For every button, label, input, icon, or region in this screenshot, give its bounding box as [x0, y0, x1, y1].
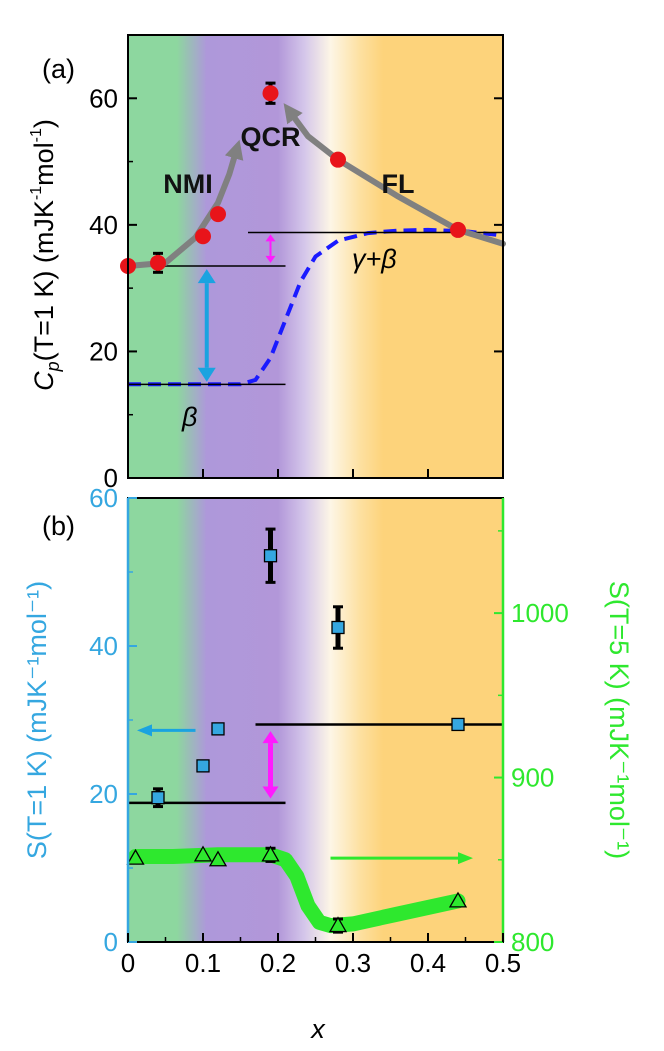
- cyan-double-arrow-head-top: [197, 269, 216, 284]
- b-right-ytick-label: 800: [511, 927, 554, 957]
- region-label-fl: FL: [382, 169, 415, 199]
- a-ytick-label: 40: [89, 210, 118, 240]
- panel-a-label: (a): [42, 54, 75, 84]
- s5k-triangle-point: [193, 845, 213, 862]
- panel-b-right-ylabel: S(T=5 K) (mJK⁻¹mol⁻¹): [604, 581, 634, 859]
- panel-b-label: (b): [42, 511, 75, 541]
- x-tick-label: 0.3: [335, 948, 371, 978]
- b-left-ytick-label: 40: [89, 631, 118, 661]
- cp-data-point: [210, 206, 226, 223]
- s1k-square-point: [331, 620, 345, 635]
- s5k-triangle-point: [208, 850, 228, 867]
- right-ylabel-text: S(T=5 K) (mJK⁻¹mol⁻¹): [604, 581, 634, 859]
- x-tick-label: 0.4: [410, 948, 446, 978]
- b-left-ytick-label: 0: [104, 927, 118, 957]
- b-left-ytick-label: 60: [89, 483, 118, 513]
- cyan-double-arrow-head-bottom: [197, 367, 216, 382]
- cp-data-point: [450, 221, 466, 238]
- s1k-square-point: [196, 759, 210, 773]
- x-tick-label: 0: [121, 948, 135, 978]
- panel-a-ylabel: Cp(T=1 K) (mJK-1mol-1): [28, 119, 63, 391]
- s5k-triangle-point: [261, 845, 280, 862]
- region-label-nmi: NMI: [163, 169, 213, 199]
- b-right-ytick-label: 1000: [511, 598, 569, 628]
- s1k-square-point: [451, 717, 465, 732]
- a-ytick-label: 60: [89, 83, 118, 113]
- right-axis-arrowhead: [458, 852, 473, 865]
- left-ylabel-text: S(T=1 K) (mJK⁻¹mol⁻¹): [22, 581, 52, 859]
- cp-data-point: [150, 254, 166, 271]
- x-tick-label: 0.2: [260, 948, 296, 978]
- cp-data-point: [330, 151, 346, 168]
- panel-b-background: [128, 498, 503, 942]
- gamma-beta-label: γ+β: [352, 244, 397, 274]
- x-tick-label: 0.1: [185, 948, 221, 978]
- left-axis-arrowhead: [137, 724, 152, 737]
- b-left-ytick-label: 20: [89, 779, 118, 809]
- b-right-ytick-label: 900: [511, 763, 554, 793]
- x-tick-label: 0.5: [485, 948, 521, 978]
- beta-label: β: [181, 402, 197, 432]
- b-magenta-arrowhead-bottom: [262, 786, 279, 799]
- entropy-5k-guide-curve: [128, 847, 466, 934]
- panel-a: 0 20 40 60 (a) NMI QCR FL β γ+β Cp(T=1 K) (…: [28, 34, 506, 493]
- region-label-qcr: QCR: [241, 122, 301, 152]
- svg-text:Cp(T=1 K) (mJK-1mol-1): Cp(T=1 K) (mJK-1mol-1): [28, 119, 63, 391]
- panel-b-left-ylabel: S(T=1 K) (mJK⁻¹mol⁻¹): [22, 581, 52, 859]
- cp-data-point: [262, 85, 279, 102]
- cp-data-point: [195, 228, 211, 245]
- s5k-triangle-point: [328, 916, 348, 933]
- s5k-triangle-point: [126, 848, 145, 865]
- s1k-square-point: [211, 722, 225, 736]
- a-ytick-label: 0: [104, 463, 118, 493]
- s1k-square-point: [263, 549, 278, 563]
- panel-a-frame: [127, 34, 504, 479]
- magenta-double-arrow-head-top: [265, 234, 276, 242]
- s5k-triangle-point: [448, 891, 468, 908]
- s1k-square-point: [151, 791, 165, 805]
- x-axis-title: x: [309, 1014, 326, 1044]
- a-ytick-label: 20: [89, 336, 118, 366]
- b-magenta-arrowhead-top: [262, 731, 279, 744]
- magenta-double-arrow-head-bottom: [265, 255, 276, 263]
